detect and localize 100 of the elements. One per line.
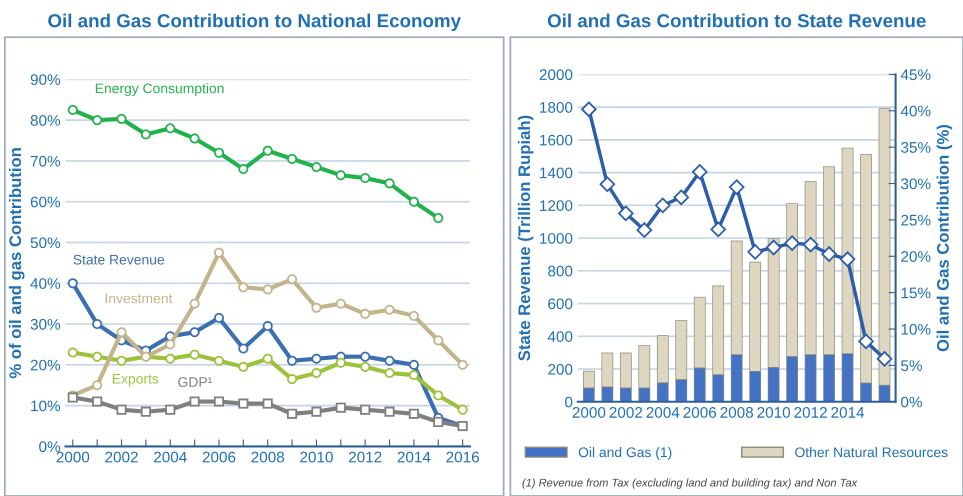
point — [214, 312, 224, 324]
y-tick-label: 1200 — [540, 200, 572, 212]
y2-tick-label: 40% — [900, 106, 930, 116]
y-tick-label: 2000 — [540, 69, 572, 80]
y-tick-label: 0% — [39, 441, 60, 452]
point — [360, 308, 370, 319]
point — [408, 360, 419, 370]
x-tick-label: 2008 — [720, 407, 754, 418]
y2-axis-title: Oil and Gas Contribution (%) — [936, 125, 952, 352]
point — [262, 321, 273, 332]
point — [214, 148, 224, 158]
x-tick-label: 2010 — [300, 452, 333, 462]
point — [287, 274, 298, 284]
y-tick-label: 800 — [548, 266, 572, 276]
point — [116, 404, 127, 415]
point — [433, 416, 444, 427]
point — [214, 356, 224, 366]
point — [360, 362, 370, 372]
point — [433, 390, 444, 400]
point — [360, 172, 370, 184]
point — [287, 374, 298, 384]
chart-title: Oil and Gas Contribution to State Revenue — [548, 14, 926, 28]
point — [165, 354, 176, 364]
x-tick-label: 2016 — [446, 452, 479, 462]
y2-tick-label: 30% — [901, 178, 930, 190]
legend-label: Other Natural Resources — [795, 446, 948, 458]
point — [238, 398, 248, 409]
y-tick-label: 80% — [30, 115, 60, 126]
point — [92, 115, 102, 126]
y-tick-label: 10% — [31, 400, 60, 412]
point — [190, 350, 200, 360]
legend-label: Oil and Gas (1) — [578, 446, 672, 460]
point — [116, 356, 127, 366]
y-tick-label: 1000 — [540, 232, 572, 244]
point — [287, 154, 298, 164]
point — [214, 248, 224, 258]
point — [92, 318, 102, 330]
point — [92, 380, 102, 390]
y2-tick-label: 0% — [901, 396, 922, 408]
point — [287, 408, 298, 419]
point — [262, 398, 273, 409]
x-tick-label: 2012 — [794, 407, 827, 418]
point — [876, 351, 892, 367]
point — [384, 304, 395, 315]
point — [262, 354, 273, 364]
series-label: Investment — [106, 294, 172, 304]
point — [821, 246, 837, 262]
point — [458, 360, 468, 370]
y-tick-label: 90% — [30, 74, 60, 86]
point — [336, 358, 346, 368]
point — [408, 408, 419, 419]
point — [190, 298, 200, 309]
y-tick-label: 60% — [30, 196, 60, 208]
y2-tick-label: 15% — [902, 288, 930, 298]
x-tick-label: 2000 — [56, 452, 90, 462]
point — [311, 162, 322, 172]
point — [116, 114, 127, 124]
x-tick-label: 2000 — [572, 407, 606, 418]
point — [336, 298, 346, 309]
point — [458, 404, 468, 415]
point — [116, 327, 127, 338]
point — [238, 362, 248, 372]
point — [92, 396, 102, 407]
y-tick-label: 200 — [548, 364, 572, 375]
point — [311, 302, 322, 313]
series-label: GDP¹ — [178, 377, 212, 387]
y2-tick-label: 5% — [901, 360, 922, 372]
x-tick-label: 2014 — [398, 452, 430, 462]
point — [655, 198, 671, 214]
point — [190, 327, 200, 338]
point — [408, 310, 419, 321]
y-tick-label: 40% — [30, 278, 60, 289]
y-tick-label: 600 — [548, 298, 572, 310]
y-tick-label: 0 — [565, 396, 572, 408]
point — [311, 354, 322, 364]
y2-tick-label: 20% — [901, 251, 930, 262]
x-tick-label: 2014 — [831, 407, 864, 418]
point — [747, 244, 763, 260]
point — [710, 222, 726, 238]
point — [360, 404, 370, 415]
point — [384, 406, 395, 417]
y-tick-label: 20% — [30, 360, 60, 371]
point — [384, 368, 395, 378]
point — [728, 179, 744, 195]
y-tick-label: 70% — [30, 156, 60, 167]
x-tick-label: 2012 — [348, 452, 382, 462]
point — [408, 370, 419, 380]
point — [68, 104, 78, 116]
point — [165, 404, 176, 415]
point — [238, 343, 248, 354]
x-tick-label: 2008 — [251, 452, 284, 462]
point — [433, 212, 444, 224]
point — [262, 146, 273, 156]
x-tick-label: 2006 — [684, 407, 716, 418]
y-tick-label: 1800 — [540, 102, 572, 113]
y2-tick-label: 35% — [901, 142, 930, 153]
point — [68, 392, 78, 403]
point — [600, 176, 616, 192]
series-label: State Revenue — [73, 254, 164, 265]
point — [311, 368, 322, 378]
